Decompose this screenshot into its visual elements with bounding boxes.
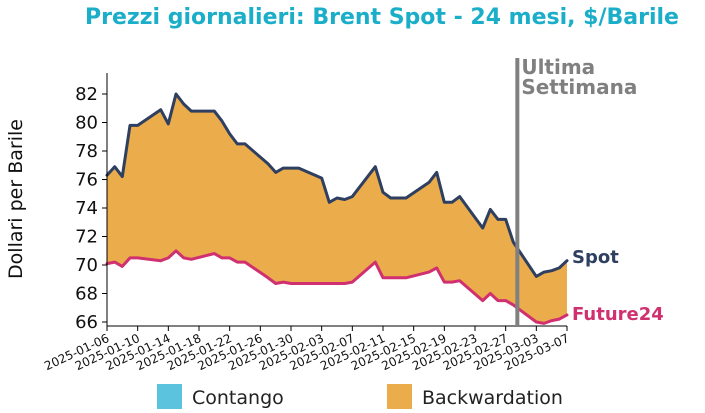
series-label-spot: Spot [572,247,619,268]
chart-title: Prezzi giornalieri: Brent Spot - 24 mesi… [85,5,679,30]
last-week-label-line2: Settimana [521,75,637,99]
y-tick-label: 78 [75,141,98,162]
plot-area [105,92,569,325]
legend-swatch-backwardation [387,384,412,409]
series-line-spot [105,92,569,278]
y-axis-label: Dollari per Barile [5,119,27,279]
backwardation-area [107,94,567,324]
last-week-label-line1: Ultima [521,55,595,79]
y-tick-label: 80 [75,113,98,134]
y-tick-label: 68 [75,284,98,305]
series-label-future24: Future24 [572,304,664,325]
y-tick-label: 70 [75,255,98,276]
legend: Contango Backwardation [157,384,563,409]
legend-label-contango: Contango [192,387,284,409]
y-tick-label: 76 [75,170,98,191]
last-week-marker: Ultima Settimana [515,55,637,326]
y-tick-label: 74 [75,198,98,219]
x-axis: 2025-01-062025-01-102025-01-142025-01-18… [42,325,571,373]
series-line-future24 [105,249,569,325]
y-tick-label: 82 [75,84,98,105]
y-axis: 66 68 70 72 74 76 78 80 82 [75,73,108,333]
legend-label-backwardation: Backwardation [422,387,563,409]
y-tick-label: 66 [75,312,98,333]
y-tick-label: 72 [75,227,98,248]
legend-swatch-contango [157,384,182,409]
